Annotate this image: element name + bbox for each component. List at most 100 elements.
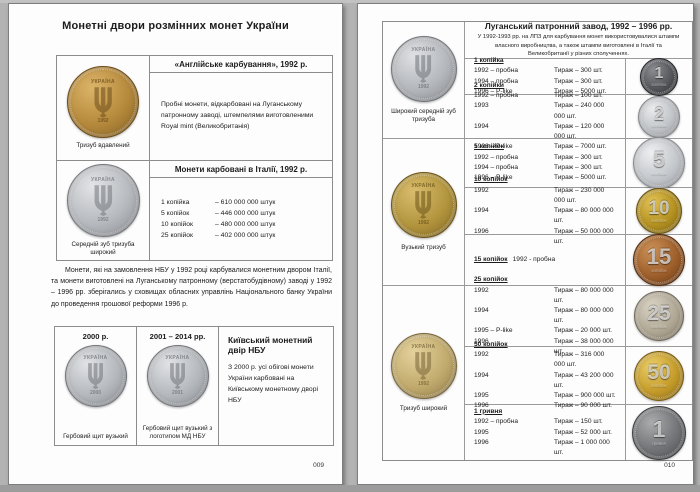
entry-mintage: Тираж – 80 000 000 шт. [554,207,614,225]
entry-mintage: Тираж – 300 шт. [554,67,603,75]
section-text-cell: 1 гривня 1992 – пробна Тираж – 150 шт. 1… [465,405,626,460]
section-head: 50 копійок [474,340,616,351]
section-head: 10 копійок [474,175,616,186]
section-coin-cell: 25 копійок [626,286,692,347]
entry-year: 1994 [474,371,489,379]
mintage-entry: 1994 Тираж – 80 000 000 шт. [474,206,616,226]
entry-mintage: Тираж – 1 000 000 шт. [554,438,610,456]
column-header: 2000 р. [82,332,109,341]
entry-year: 1994 [474,306,489,314]
coin-image-silver-1992: УКРАЇНА 1992 [66,163,140,237]
entry-mintage: Тираж – 900 000 шт. [554,392,616,399]
body-paragraph: Монети, які на замовлення НБУ у 1992 роц… [51,267,332,308]
coin-image-denomination: 1 копійка [640,57,678,96]
coin-caption: Гербовий щит вузький з логотипом МД НБУ [142,424,213,440]
section-head: 1 гривня [474,407,616,418]
coin-value: 1 [654,64,664,82]
entry-year: 1996 [474,402,489,410]
page-right: УКРАЇНА 1992 Широкий середній зуб тризуб… [357,3,694,485]
text-cell: Монети карбовані в Італії, 1992 р. 1 коп… [150,161,332,260]
entry-year: 1993 [474,102,489,110]
coin-image-denomination: 50 копійок [634,350,684,401]
coin-column: 2000 р. УКРАЇНА 2000 Гербовий щит вузьки… [55,327,137,445]
section-text-cell: 2 копійки 1992 – пробна Тираж – 100 шт. … [465,82,626,150]
entry-mintage: Тираж – 240 000 000 шт. [554,102,605,120]
coin-image-denomination: 2 копійки [638,95,680,138]
entry-year: 1996 [474,438,489,446]
section-text-cell: 5 копійок 1992 – пробна Тираж – 300 шт. … [465,139,626,188]
info-body: З 2000 р. усі обігові монети України кар… [228,364,318,404]
entry-mintage: Тираж – 80 000 000 шт. [554,286,614,304]
table-header: Луганський патронний завод, 1992 – 1996 … [465,21,692,59]
coin-image-denomination: 25 копійок [634,291,684,341]
coin-caption: Тризуб вдавлений [76,141,130,149]
entry-mintage: Тираж – 120 000 000 шт. [554,122,605,140]
section-coin-cell: 5 копійок [626,137,692,189]
coin-sub-label: копійок [651,323,667,329]
section-text-cell: 15 копійок 1992 - пробна [465,235,626,286]
tryzub-icon [88,363,103,390]
tryzub-icon [415,191,432,220]
entry-mintage: Тираж – 300 шт. [554,77,603,85]
coin-year: 2000 [89,389,102,396]
section-coin-cell: 1 гривня [626,405,692,460]
tryzub-icon [94,87,112,118]
entry-mintage: Тираж – 5000 шт. [554,174,607,182]
entry-year: 1992 – пробна [474,418,518,426]
coin-image-silver-obverse: УКРАЇНА 1992 [390,35,457,102]
coin-image-denomination: 10 копійок [636,188,682,234]
kyiv-mint-table: 2000 р. УКРАЇНА 2000 Гербовий щит вузьки… [54,326,334,446]
coin-value: 25 [647,301,671,325]
entry-year: 1992 [474,186,489,194]
mintage-entry: 1992 – пробна Тираж – 100 шт. [474,91,616,101]
entry-year: 1994 – пробна [474,77,518,85]
coin-caption: Середній зуб тризуба широкий [71,240,135,256]
mintage-entry: 1994 – пробна Тираж – 300 шт. [474,163,616,173]
mintage-entry: 1995 – P-like Тираж – 20 000 шт. [474,326,616,336]
denomination-label: 10 копійок [161,221,194,228]
mintage-entry: 1994 Тираж – 43 200 000 шт. [474,371,616,391]
section-coin-cell: 2 копійки [626,95,692,139]
entry-year: 1992 – пробна [474,67,518,75]
section-name: 15 копійок [474,255,508,263]
entry-year: 1996 [474,337,489,345]
coin-year: 1992 [417,83,430,90]
coin-cell: УКРАЇНА 1992 Тризуб вдавлений [57,56,150,160]
mintage-entry: 1994 Тираж – 80 000 000 шт. [474,306,616,326]
mintage-quantity: – 402 000 000 штук [215,232,276,240]
entry-year: 1992 – пробна [474,153,518,161]
section-name: 25 копійок [474,275,508,283]
mintage-entry: 1992 Тираж – 230 000 000 шт. [474,186,616,206]
mintage-row: 1 копійка – 610 000 000 штук [161,197,321,208]
section-name: 1 копійка [474,56,504,64]
section-name: 10 копійок [474,176,508,184]
row-body: Пробні монети, відкарбовані на Лугансько… [161,101,314,130]
entries: 1992 Тираж – 230 000 000 шт. 1994 Тираж … [474,186,616,247]
coin-year: 2001 [171,389,184,396]
section-note: 1992 - пробна [512,255,556,263]
coin-caption: Широкий середній зуб тризуба [391,107,456,123]
entry-year: 1994 – пробна [474,164,518,172]
table-subtitle: У 1992-1993 рр. на ЛПЗ для карбування мо… [477,33,680,58]
coin-value: 5 [652,147,666,173]
section-head: 15 копійок 1992 - пробна [474,255,616,266]
section-text-cell: 25 копійок 1992 Тираж – 80 000 000 шт. 1… [465,276,626,355]
mintage-entry: 1996 Тираж – 38 000 000 шт. [474,337,616,357]
coin-caption: Гербовий щит вузький [63,432,128,440]
info-cell: Київський монетний двір НБУ З 2000 р. ус… [219,327,333,445]
mintage-entry: 1992 Тираж – 316 000 000 шт. [474,350,616,370]
text-cell: «Англійське карбування», 1992 р. Пробні … [150,56,332,160]
mintage-entry: 1994 – пробна Тираж – 300 шт. [474,77,616,87]
section-head: 25 копійок [474,275,616,286]
entry-year: 1992 [474,286,489,294]
denomination-label: 5 копійок [161,209,190,217]
mintage-entry: 1992 – пробна Тираж – 300 шт. [474,153,616,163]
tryzub-icon [94,185,112,217]
section-coin-cell: 50 копійок [626,347,692,405]
coin-sub-label: копійка [651,81,667,87]
entry-mintage: Тираж – 300 шт. [554,153,603,161]
coin-sub-label: копійок [651,217,667,223]
mintage-entry: 1992 – пробна Тираж – 300 шт. [474,66,616,76]
coin-year: 1992 [97,118,109,124]
entry-mintage: Тираж – 50 000 000 шт. [554,227,614,245]
